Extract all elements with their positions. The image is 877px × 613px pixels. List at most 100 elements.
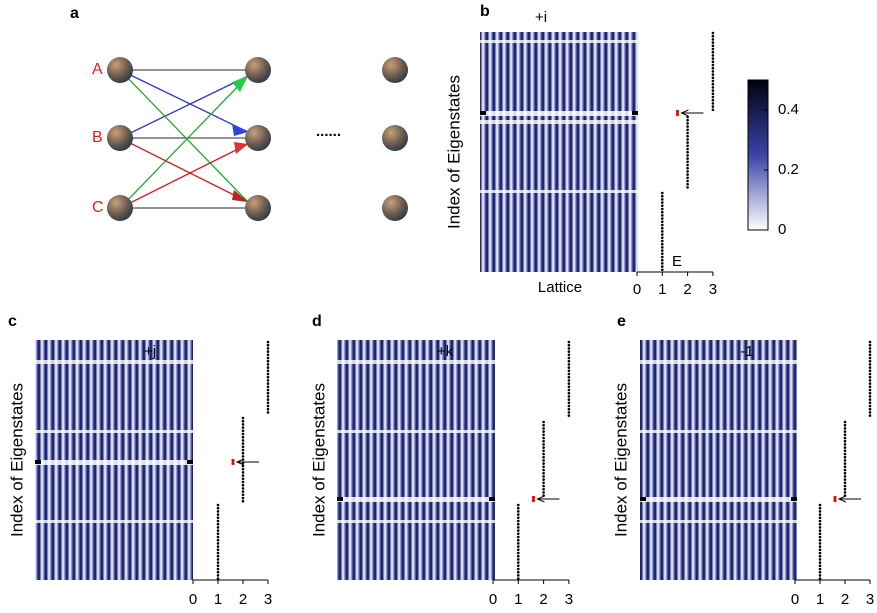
- eigenvalue-dot: [844, 434, 847, 437]
- eigenvalue-dot: [712, 105, 715, 108]
- eigenvalue-dot: [242, 455, 245, 458]
- eigenvalue-dot: [542, 443, 545, 446]
- edge-eigenvalue: [532, 496, 535, 499]
- eigenvalue-dot: [267, 370, 270, 373]
- eigenvalue-dot: [568, 347, 571, 350]
- x-tick-label: 3: [565, 591, 573, 608]
- eigenvalue-dot: [686, 186, 689, 189]
- eigenvalue-dot: [242, 487, 245, 490]
- eigenvalue-dot: [542, 485, 545, 488]
- eigenvalue-dot: [661, 221, 664, 224]
- eigenvalue-dot: [712, 32, 715, 35]
- eigenvalue-dot: [242, 436, 245, 439]
- eigenvalue-dot: [568, 395, 571, 398]
- eigenvalue-dot: [542, 469, 545, 472]
- eigenvalue-dot: [844, 440, 847, 443]
- eigenvalue-dot: [819, 504, 822, 507]
- eigenvalue-dot: [712, 51, 715, 54]
- eigenvalue-dot: [568, 350, 571, 353]
- node-label: B: [92, 129, 103, 146]
- eigenvalue-dot: [542, 488, 545, 491]
- x-tick-label: 1: [514, 591, 522, 608]
- eigenvalue-dot: [712, 80, 715, 83]
- eigenvalue-dot: [267, 350, 270, 353]
- panel-label: b: [480, 3, 490, 20]
- x-axis-label: Lattice: [538, 279, 582, 296]
- eigenvalue-dot: [517, 526, 520, 529]
- eigenvalue-dot: [686, 145, 689, 148]
- eigenvalue-dot: [712, 41, 715, 44]
- eigenvalue-dot: [712, 86, 715, 89]
- eigenvalue-dot: [517, 558, 520, 561]
- colorbar-tick-label: 0.2: [778, 161, 799, 178]
- eigenvalue-dot: [267, 398, 270, 401]
- eigenvalue-dot: [686, 177, 689, 180]
- eigenvalue-dot: [819, 517, 822, 520]
- eigenvalue-dot: [568, 360, 571, 363]
- y-axis-label: Index of Eigenstates: [309, 383, 328, 537]
- eigenvalue-dot: [661, 246, 664, 249]
- eigenvalue-dot: [517, 571, 520, 574]
- eigenvalue-dot: [242, 433, 245, 436]
- eigenvalue-dot: [517, 510, 520, 513]
- eigenvalue-dot: [242, 417, 245, 420]
- eigenvalue-dot: [819, 571, 822, 574]
- eigenvalue-dot: [661, 211, 664, 214]
- eigenvalue-dot: [242, 439, 245, 442]
- eigenvalue-dot: [712, 64, 715, 67]
- eigenvalue-dot: [819, 565, 822, 568]
- eigenvalue-dot: [844, 443, 847, 446]
- eigenvalue-dot: [217, 565, 220, 568]
- eigenvalue-dot: [242, 458, 245, 461]
- eigenvalue-dot: [568, 389, 571, 392]
- eigenvalue-dot: [517, 565, 520, 568]
- eigenvalue-dot: [661, 230, 664, 233]
- eigenvalue-dot: [517, 507, 520, 510]
- eigenvalue-dot: [819, 533, 822, 536]
- eigenvalue-dot: [217, 545, 220, 548]
- eigenvalue-dot: [242, 465, 245, 468]
- eigenvalue-dot: [844, 494, 847, 497]
- eigenvalue-dot: [217, 507, 220, 510]
- eigenvalue-dot: [217, 552, 220, 555]
- eigenvalue-dot: [517, 555, 520, 558]
- eigenvalue-dot: [517, 552, 520, 555]
- eigenvalue-dot: [712, 93, 715, 96]
- eigenvalue-dot: [712, 73, 715, 76]
- eigenvalue-dot: [686, 148, 689, 151]
- eigenvalue-dot: [869, 370, 872, 373]
- x-tick-label: 2: [539, 591, 547, 608]
- eigenvalue-dot: [819, 545, 822, 548]
- eigenvalue-dot: [267, 376, 270, 379]
- eigenvalue-dot: [242, 468, 245, 471]
- eigenvalue-dot: [712, 83, 715, 86]
- panel-label: e: [617, 313, 626, 330]
- eigenvalue-dot: [686, 180, 689, 183]
- eigenvalue-dot: [267, 357, 270, 360]
- x-tick-label: 1: [214, 591, 222, 608]
- eigenvalue-dot: [869, 360, 872, 363]
- eigenvalue-dot: [844, 424, 847, 427]
- eigenvalue-dot: [686, 164, 689, 167]
- eigenvalue-dot: [712, 96, 715, 99]
- heatmap-gap: [35, 460, 193, 465]
- eigenvalue-dot: [517, 539, 520, 542]
- eigenvalue-dot: [819, 539, 822, 542]
- eigenvalue-dot: [267, 373, 270, 376]
- eigenvalue-dot: [712, 99, 715, 102]
- eigenvalue-dot: [517, 561, 520, 564]
- eigenvalue-dot: [267, 363, 270, 366]
- eigenvalue-dot: [844, 456, 847, 459]
- eigenvalue-dot: [844, 469, 847, 472]
- colorbar: [748, 80, 768, 230]
- eigenvalue-dot: [217, 526, 220, 529]
- eigenvalue-dot: [242, 494, 245, 497]
- energy-label: E: [672, 253, 682, 270]
- eigenvalue-dot: [267, 389, 270, 392]
- eigenvalue-dot: [819, 577, 822, 580]
- eigenvalue-dot: [517, 513, 520, 516]
- eigenvalue-dot: [661, 214, 664, 217]
- eigenvalue-dot: [217, 539, 220, 542]
- eigenvalue-dot: [542, 456, 545, 459]
- eigenvalue-dot: [542, 466, 545, 469]
